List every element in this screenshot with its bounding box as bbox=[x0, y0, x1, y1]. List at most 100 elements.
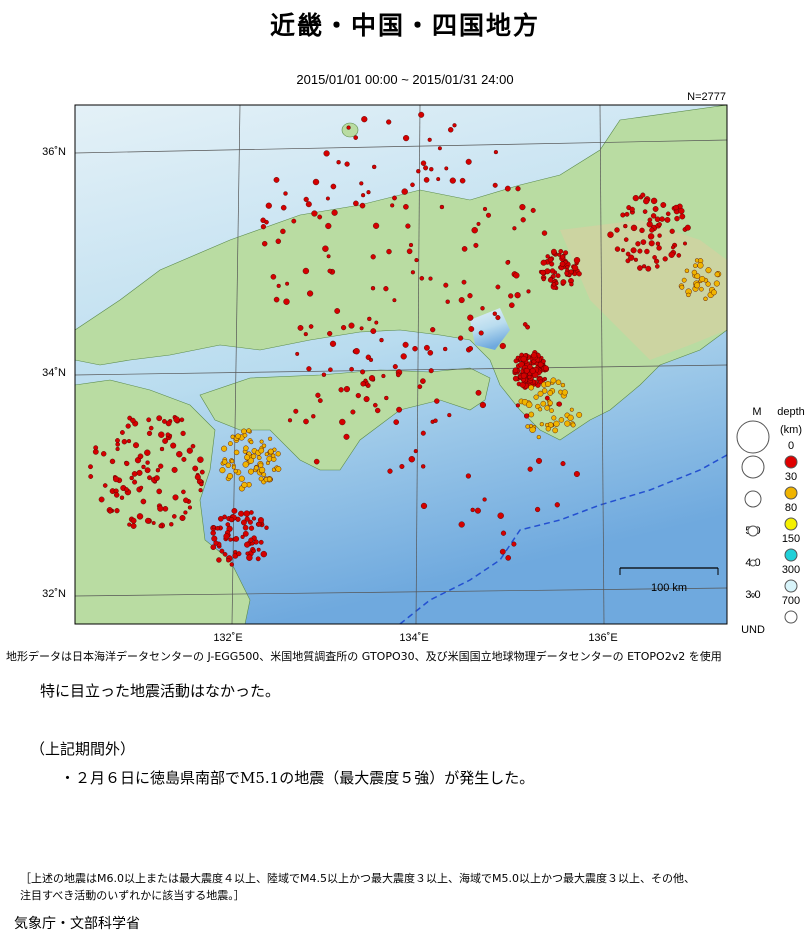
lat-label: 36˚N bbox=[42, 146, 66, 158]
epicenter bbox=[406, 248, 413, 255]
epicenter bbox=[153, 475, 160, 481]
epicenter bbox=[649, 227, 655, 233]
epicenter bbox=[699, 286, 704, 292]
epicenter bbox=[555, 273, 561, 279]
epicenter bbox=[414, 258, 419, 263]
epicenter bbox=[443, 282, 449, 288]
epicenter bbox=[235, 433, 241, 439]
epicenter bbox=[303, 332, 308, 337]
epicenter bbox=[551, 282, 557, 287]
epicenter bbox=[545, 254, 550, 259]
epicenter bbox=[360, 369, 366, 375]
epicenter bbox=[392, 298, 397, 303]
map: 100 km N=2777 36˚N 34˚N 32˚N 132˚E 134˚E… bbox=[42, 91, 805, 644]
epicenter bbox=[569, 282, 574, 287]
epicenter bbox=[251, 516, 257, 521]
epicenter bbox=[350, 409, 356, 415]
epicenter bbox=[370, 254, 376, 260]
epicenter bbox=[297, 324, 304, 331]
epicenter bbox=[171, 466, 178, 473]
epicenter bbox=[165, 432, 171, 438]
epicenter bbox=[275, 466, 282, 472]
epicenter bbox=[194, 474, 201, 481]
legend-depth-unit: (km) bbox=[780, 424, 802, 436]
epicenter bbox=[370, 328, 377, 334]
epicenter bbox=[536, 435, 541, 440]
epicenter bbox=[221, 445, 228, 452]
epicenter bbox=[541, 358, 546, 364]
epicenter bbox=[505, 555, 512, 561]
epicenter bbox=[520, 372, 527, 379]
epicenter bbox=[436, 177, 441, 182]
epicenter bbox=[119, 495, 125, 500]
epicenter bbox=[515, 186, 521, 192]
legend-depth-label: 80 bbox=[785, 502, 797, 514]
epicenter bbox=[549, 261, 555, 267]
epicenter bbox=[311, 210, 318, 217]
legend: M depth (km) 7.06.05.04.03.0UND030801503… bbox=[736, 406, 805, 636]
epicenter bbox=[691, 269, 698, 276]
epicenter bbox=[264, 525, 269, 530]
legend-depth-symbol bbox=[784, 517, 798, 531]
epicenter bbox=[261, 472, 267, 477]
epicenter bbox=[361, 116, 368, 123]
legend-m-symbol bbox=[751, 593, 755, 597]
epicenter bbox=[343, 386, 351, 393]
epicenter bbox=[534, 506, 541, 513]
epicenter bbox=[556, 401, 563, 407]
epicenter bbox=[639, 227, 645, 234]
epicenter bbox=[295, 351, 300, 356]
epicenter bbox=[256, 455, 262, 461]
epicenter bbox=[444, 166, 449, 171]
legend-m-symbol bbox=[749, 559, 757, 567]
epicenter bbox=[650, 213, 657, 219]
epicenter bbox=[557, 252, 562, 257]
epicenter bbox=[576, 271, 582, 277]
epicenter bbox=[493, 150, 498, 155]
epicenter bbox=[305, 201, 312, 208]
epicenter bbox=[379, 337, 384, 343]
epicenter bbox=[360, 381, 366, 387]
epicenter bbox=[231, 507, 238, 514]
epicenter bbox=[549, 408, 554, 413]
epicenter bbox=[130, 523, 137, 529]
legend-m-symbol bbox=[741, 455, 765, 479]
epicenter bbox=[417, 384, 423, 390]
epicenter bbox=[287, 418, 293, 423]
epicenter bbox=[505, 260, 511, 265]
epicenter bbox=[260, 224, 267, 230]
epicenter bbox=[225, 462, 232, 468]
epicenter bbox=[246, 554, 253, 561]
epicenter bbox=[187, 505, 192, 510]
epicenter bbox=[547, 277, 554, 283]
epicenter bbox=[219, 467, 226, 474]
epicenter bbox=[625, 251, 631, 257]
epicenter bbox=[233, 536, 240, 542]
epicenter bbox=[420, 502, 428, 510]
map-area: 100 km bbox=[75, 105, 727, 624]
epicenter bbox=[233, 449, 240, 456]
epicenter bbox=[240, 519, 247, 526]
epicenter bbox=[480, 306, 485, 311]
epicenter bbox=[520, 355, 527, 363]
epicenter bbox=[433, 418, 438, 423]
epicenter bbox=[137, 453, 144, 460]
epicenter bbox=[327, 331, 333, 337]
epicenter bbox=[541, 277, 546, 282]
epicenter bbox=[560, 279, 567, 285]
epicenter bbox=[392, 195, 397, 201]
epicenter bbox=[291, 218, 297, 224]
epicenter bbox=[325, 196, 330, 201]
epicenter bbox=[467, 293, 473, 299]
epicenter bbox=[323, 150, 330, 157]
epicenter bbox=[512, 367, 519, 373]
epicenter bbox=[714, 271, 720, 278]
epicenter bbox=[267, 448, 274, 455]
epicenter bbox=[114, 508, 120, 514]
epicenter bbox=[130, 417, 136, 424]
epicenter bbox=[280, 204, 287, 211]
epicenter bbox=[544, 395, 550, 401]
epicenter bbox=[427, 349, 434, 356]
epicenter bbox=[512, 226, 517, 231]
epicenter bbox=[621, 248, 626, 253]
